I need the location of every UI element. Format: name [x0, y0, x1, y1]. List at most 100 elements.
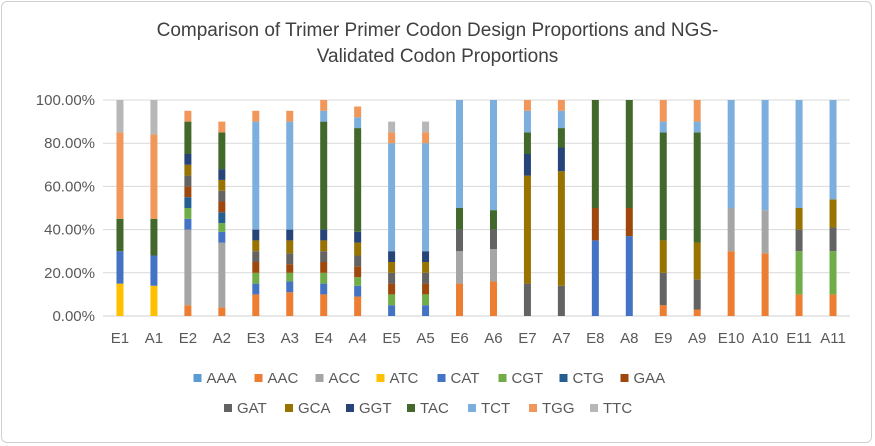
- bar-segment-tct-a4: [354, 117, 362, 129]
- x-tick-label: E5: [382, 330, 400, 347]
- bar-segment-cgt-e3: [252, 272, 260, 284]
- x-tick-label: A7: [552, 330, 570, 347]
- legend-label-ggt: GGT: [359, 400, 392, 417]
- bar-segment-acc-a6: [489, 249, 497, 282]
- bar-segment-atc-a1: [150, 285, 158, 316]
- bar-segment-aac-e10: [727, 251, 735, 316]
- bar-segment-gaa-a4: [354, 266, 362, 278]
- bar-segment-aac-e4: [320, 294, 328, 316]
- bar-segment-acc-e10: [727, 208, 735, 252]
- y-tick-label: 0.00%: [52, 308, 95, 325]
- y-tick-label: 60.00%: [44, 178, 95, 195]
- bar-segment-ttc-a5: [422, 121, 430, 133]
- bar-segment-cat-e4: [320, 283, 328, 295]
- legend-label-ctg: CTG: [573, 370, 605, 387]
- bar-segment-ggt-a3: [286, 229, 294, 241]
- legend-swatch-aac: [254, 374, 263, 382]
- bar-segment-gca-a5: [422, 262, 430, 273]
- legend-swatch-gca: [285, 404, 293, 412]
- x-tick-label: A9: [688, 330, 706, 347]
- bar-segment-tgg-a2: [218, 121, 226, 133]
- bar-segment-gca-a3: [286, 240, 294, 254]
- bar-segment-gat-a4: [354, 255, 362, 267]
- legend-label-ttc: TTC: [603, 400, 632, 417]
- bar-segment-gat-e3: [252, 251, 260, 262]
- bar-segment-ctg-e2: [184, 197, 192, 208]
- x-tick-label: A2: [213, 330, 231, 347]
- legend-swatch-ctg: [559, 374, 568, 382]
- y-tick-label: 100.00%: [36, 92, 95, 109]
- legend-swatch-ggt: [346, 404, 354, 412]
- bar-segment-gca-e9: [659, 240, 667, 273]
- bar-segment-aac-a10: [761, 253, 769, 316]
- bar-segment-cat-e1: [116, 251, 124, 284]
- x-tick-label: E8: [586, 330, 604, 347]
- legend-swatch-gaa: [620, 374, 629, 382]
- bar-segment-gaa-e8: [591, 208, 599, 241]
- bar-segment-ggt-a4: [354, 231, 362, 243]
- x-tick-label: E6: [450, 330, 468, 347]
- bar-segment-gca-a4: [354, 242, 362, 256]
- bar-segment-tgg-e7: [523, 100, 531, 111]
- bar-segment-gaa-e2: [184, 186, 192, 198]
- bar-segment-tac-e6: [456, 208, 464, 230]
- x-tick-label: E10: [718, 330, 745, 347]
- legend-swatch-aaa: [193, 374, 202, 382]
- bar-segment-aac-e11: [795, 294, 803, 316]
- legend-swatch-gat: [224, 404, 232, 412]
- bar-segment-tac-a7: [557, 128, 565, 148]
- bar-segment-tgg-e1: [116, 132, 124, 219]
- bar-segment-aac-e6: [456, 283, 464, 316]
- bar-segment-acc-e6: [456, 251, 464, 284]
- bar-segment-gaa-e3: [252, 262, 260, 273]
- bar-segment-gat-a5: [422, 272, 430, 284]
- bar-segment-tgg-e4: [320, 100, 328, 111]
- bar-segment-cgt-e4: [320, 272, 328, 284]
- bar-segment-tgg-e3: [252, 110, 260, 122]
- legend-swatch-acc: [315, 374, 324, 382]
- bar-segment-cgt-a3: [286, 272, 294, 282]
- bar-segment-ggt-e4: [320, 229, 328, 241]
- bar-segment-gat-a2: [218, 190, 226, 202]
- chart-title-line-2: Validated Codon Proportions: [316, 46, 559, 67]
- legend-label-tac: TAC: [420, 400, 449, 417]
- x-tick-label: A3: [281, 330, 299, 347]
- bar-segment-gat-a3: [286, 253, 294, 265]
- bar-segment-gat-e5: [388, 272, 396, 284]
- legend-swatch-tct: [468, 404, 476, 412]
- bar-segment-cgt-a2: [218, 223, 226, 232]
- bar-segment-gat-e6: [456, 229, 464, 252]
- legend-label-gaa: GAA: [634, 370, 666, 387]
- bar-segment-aac-a11: [829, 294, 837, 316]
- bar-segment-tac-e1: [116, 218, 124, 252]
- x-tick-label: E7: [518, 330, 536, 347]
- bar-segment-tac-e8: [591, 100, 599, 208]
- bar-segment-gaa-e5: [388, 283, 396, 295]
- bar-segment-tac-a2: [218, 132, 226, 170]
- bar-segment-gca-a11: [829, 199, 837, 228]
- bar-segment-gat-e2: [184, 175, 192, 187]
- bar-segment-tac-a4: [354, 128, 362, 232]
- bar-segment-cgt-e2: [184, 208, 192, 219]
- bar-segment-acc-a2: [218, 242, 226, 308]
- bar-segment-gca-e2: [184, 164, 192, 176]
- bar-segment-gaa-a3: [286, 264, 294, 273]
- bar-segment-gaa-e4: [320, 262, 328, 273]
- bar-segment-cat-a1: [150, 255, 158, 286]
- bar-segment-gaa-a8: [625, 208, 633, 237]
- bar-segment-tac-e4: [320, 121, 328, 230]
- bar-segment-tac-a1: [150, 218, 158, 256]
- bar-segment-cat-a3: [286, 281, 294, 293]
- x-tick-label: E4: [315, 330, 333, 347]
- bar-segment-tgg-a1: [150, 134, 158, 219]
- y-tick-label: 40.00%: [44, 222, 95, 239]
- bar-segment-cgt-a4: [354, 277, 362, 286]
- bar-segment-gca-e5: [388, 262, 396, 273]
- bar-segment-gca-e4: [320, 240, 328, 252]
- bar-segment-gat-a9: [693, 279, 701, 310]
- legend-label-atc: ATC: [390, 370, 419, 387]
- bar-segment-tac-e2: [184, 121, 192, 154]
- bar-segment-ggt-a5: [422, 251, 430, 262]
- bar-segment-ggt-a2: [218, 169, 226, 180]
- x-tick-label: A10: [752, 330, 779, 347]
